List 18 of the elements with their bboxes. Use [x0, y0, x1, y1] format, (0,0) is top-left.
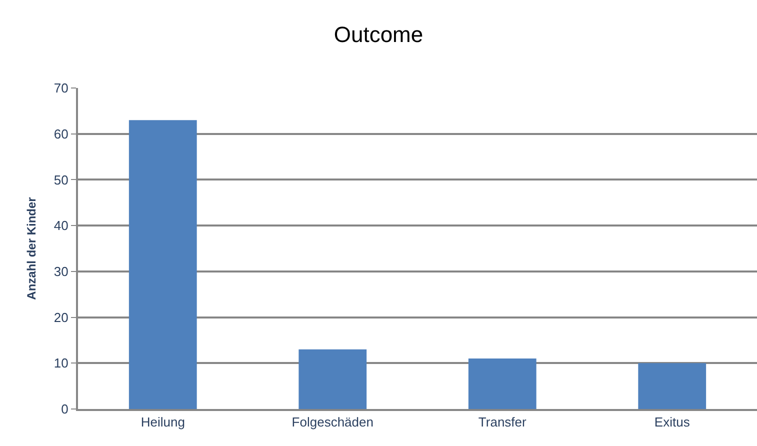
bar — [468, 358, 536, 409]
x-tick-label: Transfer — [478, 414, 528, 430]
y-tick-label: 20 — [54, 310, 68, 325]
y-tick-label: 40 — [54, 218, 68, 234]
x-tick-label: Folgeschäden — [292, 414, 374, 430]
bar — [638, 363, 706, 409]
y-tick-label: 60 — [54, 126, 68, 142]
y-tick-label: 70 — [54, 80, 68, 96]
y-tick-label: 10 — [54, 356, 68, 371]
x-tick-label: Exitus — [654, 414, 690, 430]
chart-title: Outcome — [334, 22, 424, 48]
y-tick-label: 50 — [54, 172, 68, 188]
y-tick-label: 30 — [54, 264, 68, 279]
x-tick-label: Heilung — [140, 414, 185, 430]
bar — [298, 349, 367, 409]
bar — [128, 120, 197, 409]
y-tick-label: 0 — [61, 402, 68, 417]
y-axis-title: Anzahl der Kinder — [24, 196, 39, 300]
